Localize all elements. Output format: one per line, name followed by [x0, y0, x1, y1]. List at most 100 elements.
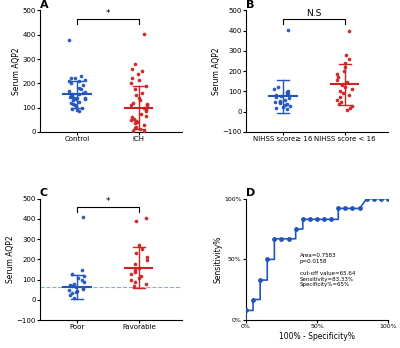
- Point: [286, 103, 293, 108]
- Point: [340, 69, 347, 74]
- Point: [342, 64, 348, 70]
- Point: [264, 256, 270, 262]
- Point: [68, 80, 74, 86]
- Point: [79, 277, 86, 283]
- Text: Area=0.7583
p=0.0158

cut-off value=65.64
Sensitivity=83.33%
Specificity%=65%: Area=0.7583 p=0.0158 cut-off value=65.64…: [300, 253, 355, 287]
- Point: [68, 93, 74, 98]
- Point: [138, 273, 144, 278]
- Point: [139, 69, 145, 74]
- Point: [134, 119, 140, 125]
- Point: [143, 281, 149, 286]
- Point: [76, 99, 82, 104]
- Point: [76, 92, 82, 97]
- Point: [66, 78, 73, 84]
- Point: [68, 271, 75, 276]
- Point: [76, 85, 82, 91]
- Point: [132, 279, 138, 284]
- Point: [342, 206, 348, 211]
- Point: [128, 277, 134, 283]
- X-axis label: 100% - Specificity%: 100% - Specificity%: [279, 332, 355, 341]
- Point: [80, 90, 86, 96]
- Point: [140, 105, 147, 110]
- Text: A: A: [40, 0, 49, 10]
- Point: [74, 275, 81, 280]
- Point: [79, 267, 86, 272]
- Point: [284, 90, 290, 96]
- Point: [364, 196, 370, 201]
- Point: [132, 118, 139, 124]
- Point: [78, 73, 84, 79]
- Point: [136, 77, 142, 82]
- Point: [71, 295, 78, 301]
- Point: [82, 77, 88, 82]
- Point: [338, 99, 344, 104]
- Text: C: C: [40, 188, 48, 198]
- Point: [69, 290, 76, 295]
- Point: [144, 255, 150, 260]
- Point: [349, 206, 356, 211]
- Point: [141, 128, 147, 134]
- Point: [300, 216, 306, 222]
- Point: [82, 95, 88, 101]
- Point: [72, 284, 79, 290]
- Point: [128, 114, 135, 120]
- Point: [79, 285, 86, 291]
- Point: [277, 100, 283, 105]
- Point: [370, 196, 377, 201]
- Point: [346, 28, 352, 33]
- Point: [273, 95, 280, 100]
- Point: [131, 283, 138, 288]
- Point: [144, 101, 150, 107]
- Point: [333, 71, 340, 77]
- Point: [277, 94, 284, 99]
- Point: [336, 101, 342, 106]
- Point: [142, 109, 149, 114]
- Point: [276, 99, 283, 104]
- Point: [136, 243, 142, 248]
- Point: [314, 216, 320, 222]
- Point: [279, 104, 286, 109]
- Point: [136, 275, 142, 280]
- Point: [65, 287, 72, 293]
- Point: [68, 94, 75, 100]
- Point: [133, 124, 140, 130]
- Point: [144, 102, 150, 108]
- Point: [136, 95, 142, 101]
- Text: B: B: [246, 0, 254, 10]
- Point: [277, 98, 283, 103]
- Point: [79, 105, 85, 110]
- Point: [74, 107, 80, 113]
- Point: [68, 100, 74, 105]
- Point: [141, 122, 148, 127]
- Point: [346, 93, 352, 98]
- Point: [343, 52, 349, 58]
- Point: [134, 71, 141, 76]
- Point: [68, 76, 74, 81]
- Point: [250, 297, 256, 302]
- Point: [385, 196, 391, 201]
- Point: [66, 94, 73, 100]
- Point: [132, 267, 138, 272]
- Point: [128, 80, 134, 86]
- Point: [82, 89, 88, 95]
- Y-axis label: Serum AQP2: Serum AQP2: [6, 236, 15, 283]
- Point: [282, 102, 288, 107]
- Point: [284, 101, 290, 106]
- Y-axis label: Sensitivity%: Sensitivity%: [214, 236, 223, 283]
- Point: [136, 265, 142, 270]
- Text: *: *: [106, 197, 110, 206]
- Point: [74, 95, 81, 101]
- Point: [275, 85, 281, 90]
- Point: [129, 66, 135, 72]
- Point: [132, 126, 138, 131]
- Point: [272, 93, 279, 98]
- Point: [130, 128, 136, 134]
- Point: [328, 216, 334, 222]
- Point: [321, 216, 327, 222]
- Point: [66, 37, 72, 42]
- Y-axis label: Serum AQP2: Serum AQP2: [12, 47, 21, 95]
- Point: [271, 236, 278, 242]
- Point: [338, 82, 345, 88]
- Point: [285, 236, 292, 242]
- Point: [349, 103, 356, 108]
